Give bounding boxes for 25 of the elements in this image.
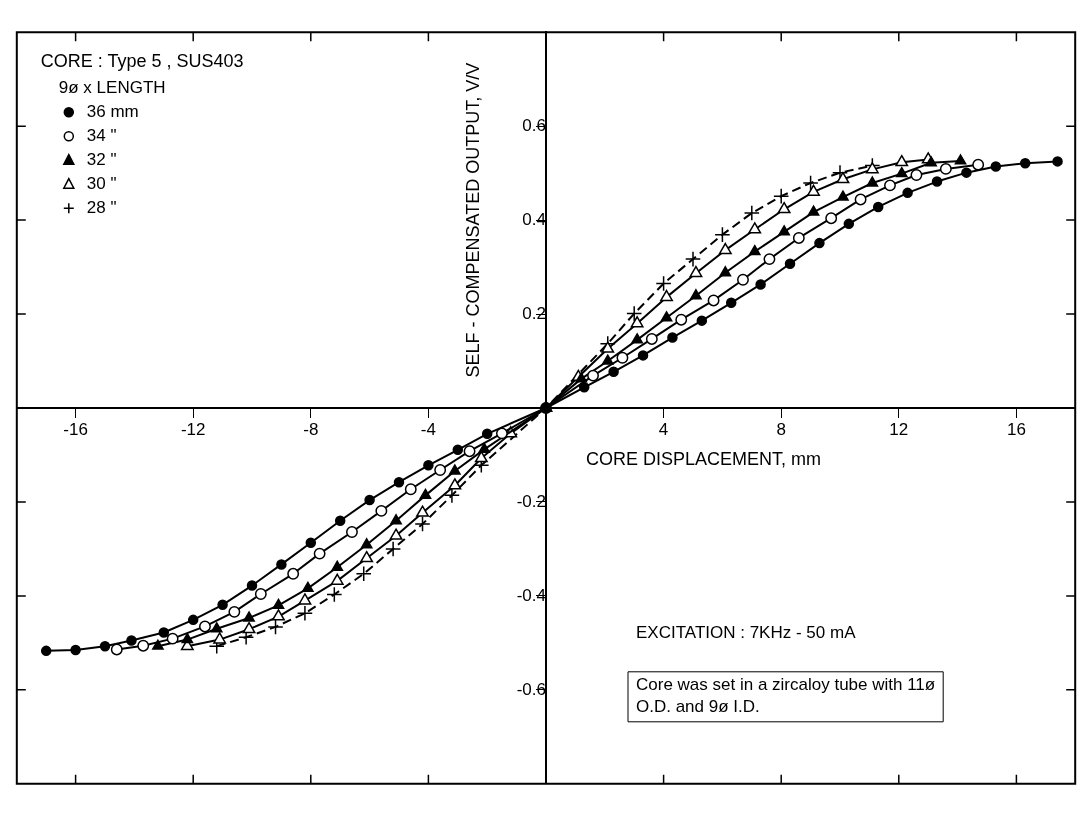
- annotation: EXCITATION : 7KHz - 50 mA: [636, 623, 857, 643]
- x-tick-label: -8: [303, 419, 319, 439]
- y-tick-label: 0.2: [522, 303, 546, 323]
- legend-label: 36 mm: [86, 101, 139, 121]
- x-tick-label: -12: [180, 419, 206, 439]
- x-tick-label: 12: [889, 419, 909, 439]
- y-axis-title: SELF - COMPENSATED OUTPUT, V/V: [462, 62, 483, 378]
- y-tick-label: -0.6: [516, 679, 546, 699]
- y-tick-label: -0.2: [516, 491, 546, 511]
- legend-label: 32 ": [86, 149, 117, 169]
- x-tick-label: 4: [658, 419, 669, 439]
- y-tick-label: 0.6: [522, 115, 546, 135]
- x-axis-title: CORE DISPLACEMENT, mm: [586, 448, 822, 469]
- y-tick-label: -0.4: [516, 585, 546, 605]
- x-tick-label: 8: [776, 419, 786, 439]
- y-tick-label: 0.4: [522, 209, 546, 229]
- annotation: Core was set in a zircaloy tube with 11ø O.D. and 9ø I.D.: [636, 675, 936, 717]
- legend-label: 34 ": [86, 125, 117, 145]
- legend-label: 30 ": [86, 173, 117, 193]
- legend-label: 28 ": [86, 197, 117, 217]
- x-tick-label: 16: [1006, 419, 1026, 439]
- x-tick-label: -16: [63, 419, 88, 439]
- text: CORE : Type 5 , SUS403: [40, 51, 244, 72]
- x-tick-label: -4: [420, 419, 436, 439]
- legend-title: 9ø x LENGTH: [58, 77, 166, 97]
